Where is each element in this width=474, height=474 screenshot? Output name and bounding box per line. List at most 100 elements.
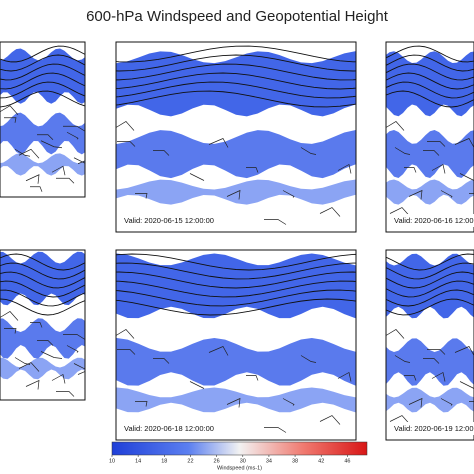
border-line (469, 401, 474, 402)
height-contour (386, 81, 474, 99)
border-line (246, 375, 259, 381)
jet-streak (116, 51, 356, 117)
border-line (246, 167, 259, 173)
map-panel (0, 250, 85, 400)
border-line (18, 148, 40, 159)
height-contour (116, 271, 356, 289)
border-line (386, 121, 405, 131)
colorbar-tick-label: 30 (240, 458, 246, 464)
height-contour (116, 289, 356, 307)
colorbar-tick-label: 22 (187, 458, 193, 464)
jet-streak (386, 253, 474, 319)
border-line (189, 173, 205, 181)
map-panel (116, 42, 356, 232)
border-line (459, 173, 474, 181)
jet-streak (386, 387, 474, 413)
map-frame (0, 41, 86, 198)
jet-streak (0, 153, 85, 176)
height-contour (116, 262, 356, 280)
border-line (63, 334, 85, 340)
border-line (51, 165, 66, 176)
map-frame (0, 249, 86, 401)
map-frame (385, 41, 474, 233)
jet-streak (116, 130, 356, 179)
border-line (30, 322, 43, 328)
border-line (408, 397, 423, 408)
border-line (423, 358, 440, 364)
border-line (282, 190, 295, 198)
border-line (427, 141, 446, 147)
border-line (431, 163, 446, 174)
border-line (264, 219, 287, 225)
height-contour (0, 280, 85, 298)
jet-streak (386, 338, 474, 386)
border-line (208, 138, 229, 148)
border-line (226, 397, 241, 408)
border-line (77, 371, 85, 375)
border-line (319, 415, 341, 425)
border-line (319, 207, 341, 217)
height-contour (0, 81, 85, 99)
colorbar-tick-label: 18 (161, 458, 167, 464)
height-contour (116, 280, 356, 298)
height-contour (116, 63, 356, 81)
valid-label: Valid: 2020-06-16 12:00:00 (394, 216, 474, 225)
map-panel (386, 42, 474, 232)
border-line (431, 371, 446, 382)
height-contour (0, 262, 85, 280)
jet-streak (386, 51, 474, 117)
valid-label-bg (121, 422, 233, 435)
border-line (77, 160, 85, 165)
height-contour (116, 54, 356, 72)
border-line (117, 141, 136, 147)
valid-label-bg (391, 422, 474, 435)
valid-label: Valid: 2020-06-18 12:00:00 (124, 424, 214, 433)
jet-streak (386, 130, 474, 179)
height-contour (386, 72, 474, 90)
border-line (300, 147, 317, 155)
height-contour (386, 90, 474, 108)
map-frame (115, 41, 357, 233)
height-contour (386, 63, 474, 81)
border-line (135, 401, 148, 407)
height-contour (116, 81, 356, 99)
border-line (25, 174, 40, 184)
border-line (14, 148, 31, 157)
border-line (116, 329, 135, 339)
jet-streak (0, 318, 85, 359)
figure-title: 600-hPa Windspeed and Geopotential Heigh… (86, 8, 389, 25)
border-line (226, 189, 241, 200)
border-line (440, 398, 453, 406)
border-line (4, 328, 17, 334)
valid-label-bg (391, 214, 474, 227)
border-line (389, 415, 411, 425)
height-contour (116, 45, 356, 63)
border-line (135, 193, 148, 199)
height-contour (386, 253, 474, 271)
jet-streak (116, 387, 356, 413)
map-frame (385, 249, 474, 441)
height-contour (116, 90, 356, 108)
border-line (37, 134, 54, 140)
border-line (337, 163, 352, 174)
border-line (4, 117, 17, 123)
colorbar-tick-label: 46 (344, 458, 350, 464)
map-frame (115, 249, 357, 441)
map-panel (0, 42, 85, 197)
height-contour (0, 45, 85, 63)
border-line (56, 391, 75, 397)
border-line (386, 329, 405, 339)
colorbar-tick-label: 34 (266, 458, 272, 464)
border-line (116, 121, 135, 131)
border-line (454, 138, 474, 148)
height-contour (0, 253, 85, 271)
jet-streak (0, 357, 85, 380)
valid-label-bg (121, 214, 233, 227)
height-contour (386, 45, 474, 63)
border-line (300, 355, 317, 363)
border-line (459, 381, 474, 389)
border-line (0, 105, 19, 115)
border-line (30, 186, 43, 192)
border-line (264, 427, 287, 433)
